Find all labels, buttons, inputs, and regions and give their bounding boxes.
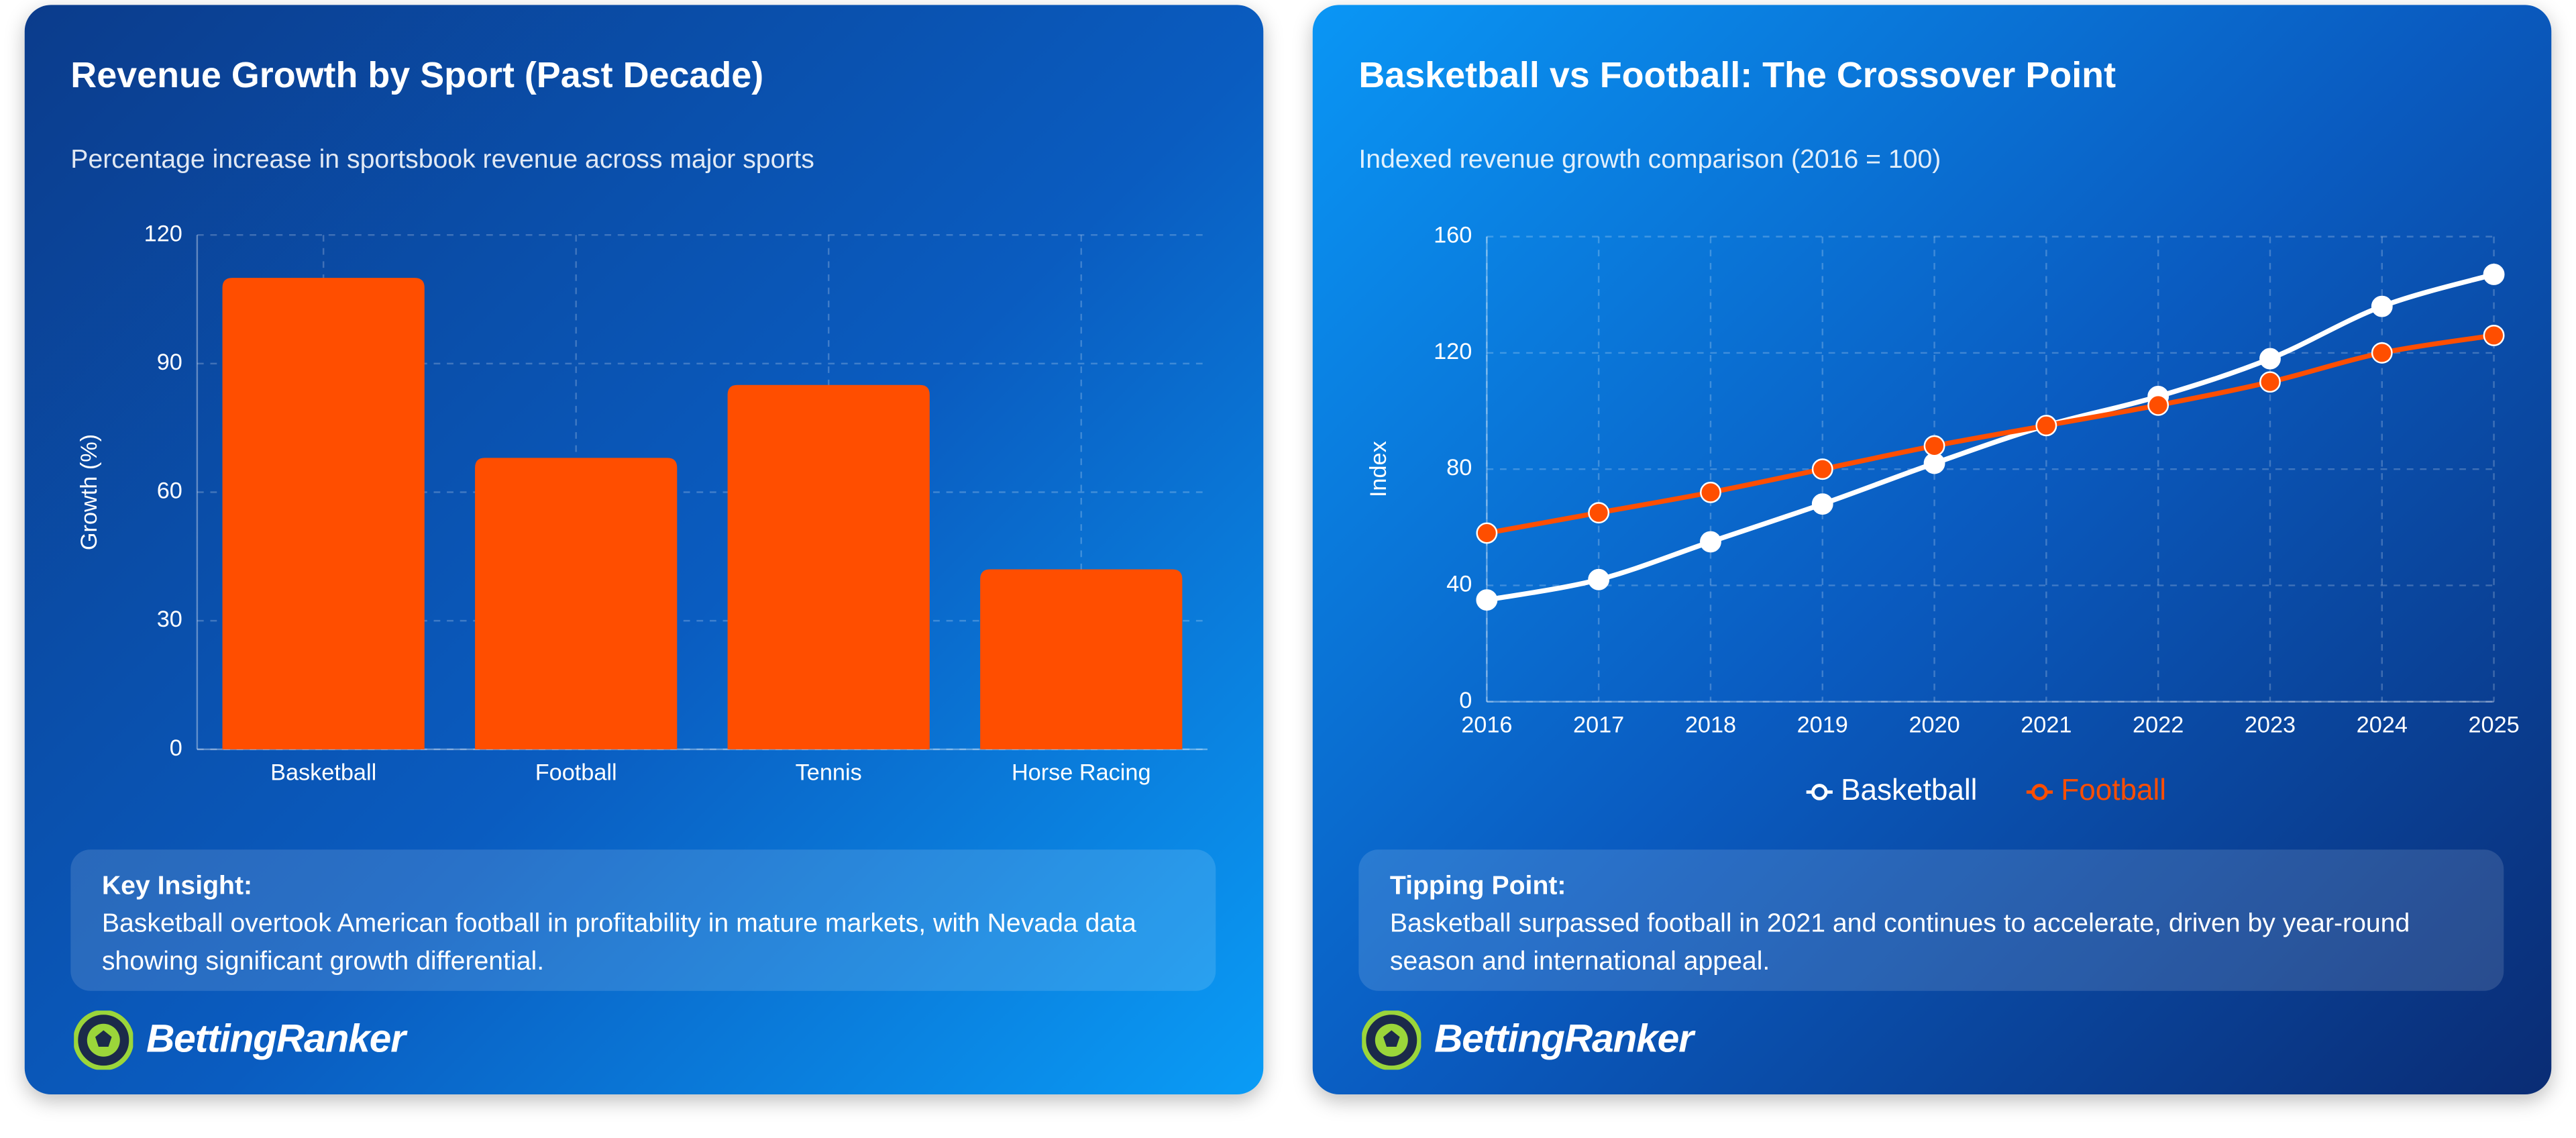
point — [1700, 531, 1721, 553]
x-tick-label: 2017 — [1573, 713, 1624, 738]
x-tick-label: Horse Racing — [1012, 760, 1151, 786]
y-tick-label: 80 — [1446, 455, 1472, 480]
insight-title: Tipping Point: — [1389, 872, 1566, 901]
bar — [222, 278, 425, 749]
logo-text: BettingRanker — [146, 1017, 406, 1062]
y-tick-label: 90 — [157, 350, 182, 375]
insight-title: Key Insight: — [101, 872, 253, 901]
line — [1486, 272, 2495, 603]
legend-label: Football — [2061, 774, 2166, 807]
insight-box: Key Insight: Basketball overtook American… — [70, 849, 1216, 991]
y-tick-label: 0 — [1459, 688, 1472, 713]
line — [1486, 333, 2495, 536]
point — [2483, 264, 2505, 285]
point — [2035, 415, 2057, 437]
point — [1923, 435, 1945, 457]
logo: BettingRanker — [74, 1011, 406, 1070]
y-tick-label: 30 — [157, 607, 182, 632]
point — [2483, 325, 2505, 346]
chart-subtitle: Percentage increase in sportsbook revenu… — [70, 146, 814, 174]
chart-subtitle: Indexed revenue growth comparison (2016 … — [1358, 146, 1941, 174]
bar — [727, 384, 930, 749]
point — [2371, 342, 2393, 364]
y-tick-label: 120 — [144, 221, 182, 246]
logo-icon — [1362, 1011, 1421, 1070]
x-tick-label: 2018 — [1685, 713, 1736, 738]
bar — [980, 569, 1183, 749]
chart-title: Revenue Growth by Sport (Past Decade) — [70, 54, 764, 96]
point — [1588, 502, 1610, 524]
y-axis-label: Index — [1366, 441, 1391, 497]
point — [2147, 394, 2169, 416]
x-tick-label: 2022 — [2133, 713, 2184, 738]
x-tick-label: Football — [535, 760, 617, 786]
x-tick-label: 2020 — [1909, 713, 1960, 738]
point — [1700, 481, 1721, 503]
point — [2371, 295, 2393, 317]
legend-label: Basketball — [1841, 774, 1977, 807]
x-tick-label: 2024 — [2357, 713, 2408, 738]
y-tick-label: 40 — [1446, 572, 1472, 597]
x-tick-label: 2025 — [2468, 713, 2519, 738]
legend-swatch — [1811, 784, 1828, 800]
insight-text: Basketball surpassed football in 2021 an… — [1389, 910, 2410, 976]
point — [1588, 568, 1610, 590]
point — [2259, 371, 2281, 393]
x-tick-label: 2023 — [2245, 713, 2296, 738]
point — [1811, 493, 1833, 515]
logo-text: BettingRanker — [1434, 1017, 1694, 1062]
point — [1476, 522, 1498, 544]
logo: BettingRanker — [1362, 1011, 1694, 1070]
chart-title: Basketball vs Football: The Crossover Po… — [1358, 54, 2116, 96]
insight-text: Basketball overtook American football in… — [101, 910, 1136, 976]
y-tick-label: 160 — [1434, 223, 1472, 248]
card: Basketball vs Football: The Crossover Po… — [1312, 5, 2552, 1095]
bar — [475, 458, 678, 749]
point — [1476, 589, 1498, 611]
y-tick-label: 120 — [1434, 339, 1472, 364]
insight-box: Tipping Point: Basketball surpassed footb… — [1358, 849, 2504, 991]
card: Revenue Growth by Sport (Past Decade) Pe… — [24, 5, 1264, 1095]
legend-swatch — [2031, 784, 2048, 800]
chart: 0 30 60 90 120 Growth (%) Basketball Football Te… — [76, 221, 1208, 786]
y-tick-label: 60 — [157, 478, 182, 504]
point — [1811, 458, 1833, 480]
y-axis-label: Growth (%) — [76, 434, 102, 550]
x-tick-label: Basketball — [270, 760, 376, 786]
point — [2259, 348, 2281, 370]
x-tick-label: 2016 — [1461, 713, 1512, 738]
x-tick-label: 2019 — [1797, 713, 1848, 738]
logo-icon — [74, 1011, 133, 1070]
x-tick-label: Tennis — [796, 760, 862, 786]
x-tick-label: 2021 — [2021, 713, 2072, 738]
y-tick-label: 0 — [170, 735, 182, 761]
chart: 0 40 80 120 160 Index 2016 2017 2018 2019 2020 2021… — [1366, 223, 2519, 807]
